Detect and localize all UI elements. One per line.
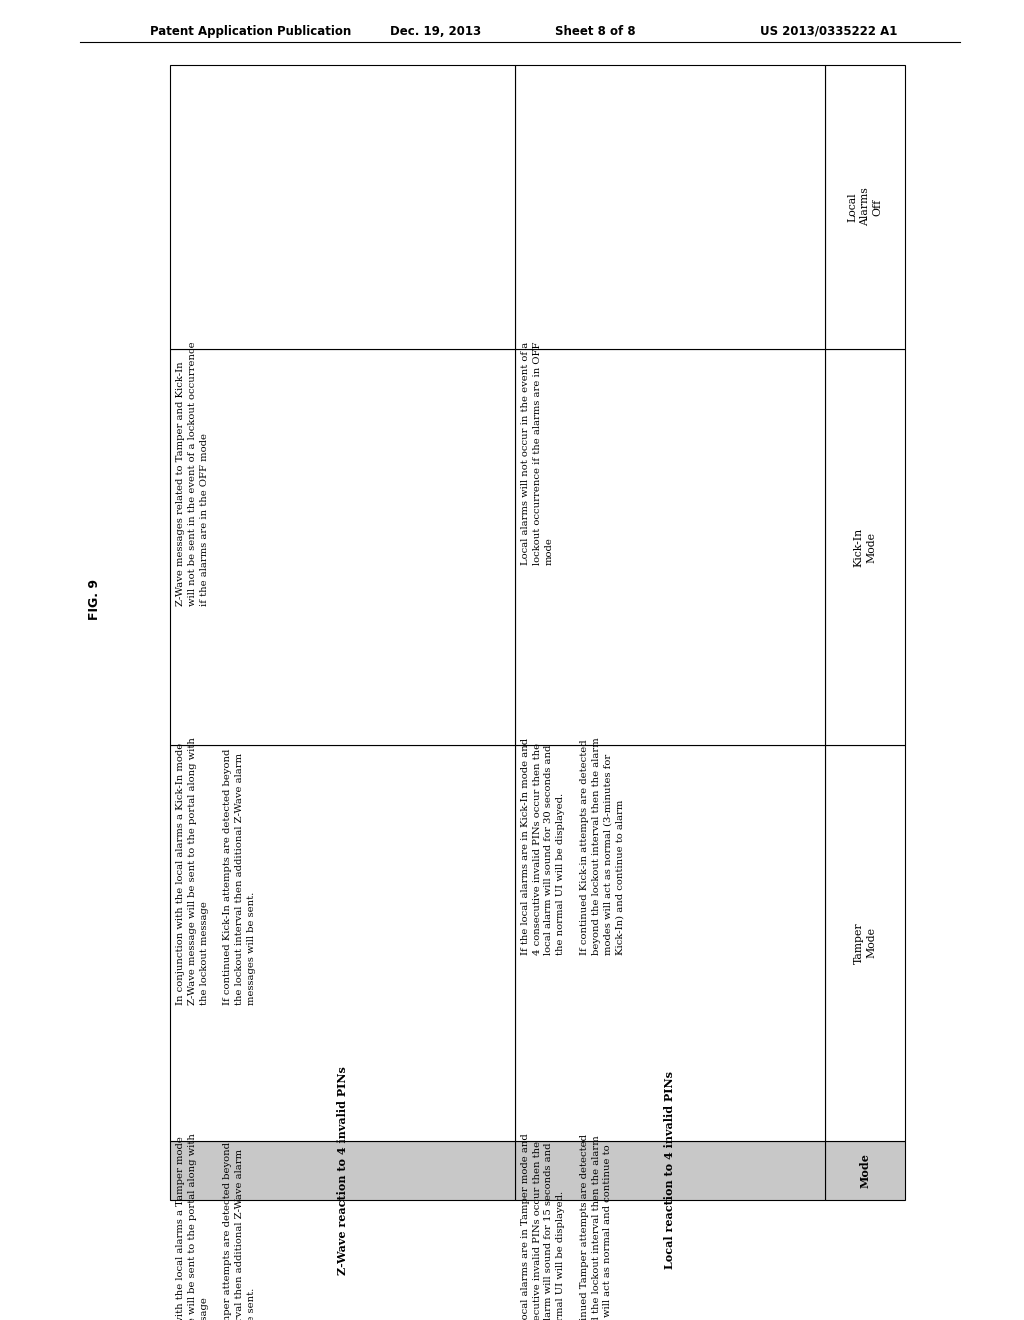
Polygon shape — [515, 348, 825, 744]
Text: Local alarms will not occur in the event of a
lockout occurrence if the alarms a: Local alarms will not occur in the event… — [521, 341, 553, 565]
Text: US 2013/0335222 A1: US 2013/0335222 A1 — [760, 25, 897, 38]
Text: Sheet 8 of 8: Sheet 8 of 8 — [555, 25, 636, 38]
Text: Z-Wave reaction to 4 invalid PINs: Z-Wave reaction to 4 invalid PINs — [337, 1067, 348, 1275]
Polygon shape — [170, 348, 515, 744]
Polygon shape — [170, 744, 515, 1140]
Polygon shape — [825, 744, 905, 1140]
Polygon shape — [825, 1140, 905, 1200]
Text: Mode: Mode — [859, 1154, 870, 1188]
Text: If the local alarms are in Tamper mode and
4 consecutive invalid PINs occur then: If the local alarms are in Tamper mode a… — [521, 1133, 624, 1320]
Text: Patent Application Publication: Patent Application Publication — [150, 25, 351, 38]
Text: Z-Wave messages related to Tamper and Kick-In
will not be sent in the event of a: Z-Wave messages related to Tamper and Ki… — [176, 341, 209, 606]
Text: Dec. 19, 2013: Dec. 19, 2013 — [390, 25, 481, 38]
Text: Local
Alarms
Off: Local Alarms Off — [847, 187, 883, 227]
Polygon shape — [515, 744, 825, 1140]
Polygon shape — [515, 1140, 825, 1200]
Polygon shape — [170, 1140, 515, 1200]
Text: FIG. 9: FIG. 9 — [88, 579, 101, 620]
Polygon shape — [825, 65, 905, 348]
Polygon shape — [170, 65, 515, 348]
Text: In conjunction with the local alarms a Tamper mode
Z-Wave message will be sent t: In conjunction with the local alarms a T… — [176, 1133, 256, 1320]
Polygon shape — [825, 348, 905, 744]
Polygon shape — [515, 65, 825, 348]
Text: Tamper
Mode: Tamper Mode — [854, 923, 877, 964]
Text: In conjunction with the local alarms a Kick-In mode
Z-Wave message will be sent : In conjunction with the local alarms a K… — [176, 737, 256, 1005]
Text: If the local alarms are in Kick-In mode and
4 consecutive invalid PINs occur the: If the local alarms are in Kick-In mode … — [521, 737, 624, 954]
Text: Kick-In
Mode: Kick-In Mode — [854, 528, 877, 566]
Text: Local reaction to 4 invalid PINs: Local reaction to 4 invalid PINs — [665, 1072, 675, 1270]
